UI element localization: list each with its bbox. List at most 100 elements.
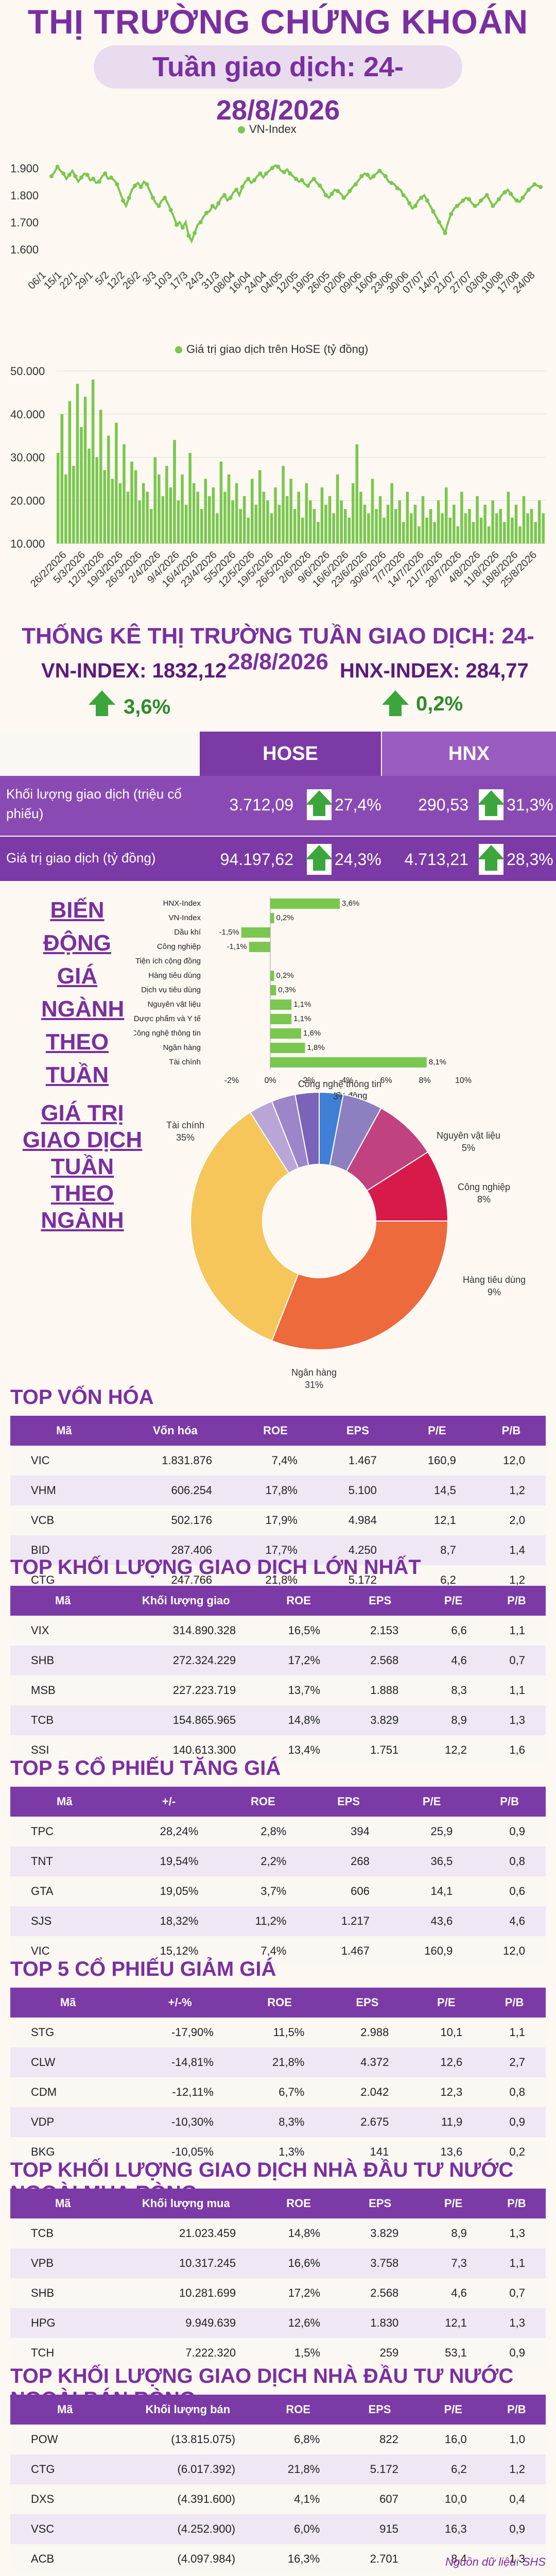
value-bar bbox=[406, 492, 409, 544]
table-cell: 14,1 bbox=[390, 1876, 474, 1906]
table-cell: 1,1 bbox=[483, 2018, 546, 2047]
vnindex-point bbox=[97, 179, 101, 184]
vnindex-point bbox=[353, 182, 358, 187]
value-bar bbox=[95, 457, 98, 544]
value-bar bbox=[522, 496, 526, 544]
column-header: ROE bbox=[233, 1416, 318, 1446]
value-bar bbox=[68, 401, 72, 544]
value-label: 3,6% bbox=[342, 899, 359, 908]
table-cell: 12,1 bbox=[397, 1505, 477, 1535]
value-legend: Giá trị giao dịch trên HoSE (tỷ đồng) bbox=[175, 343, 368, 356]
table-cell: 0,7 bbox=[487, 1646, 546, 1675]
table-cell: 2,2% bbox=[219, 1846, 307, 1876]
hnx-up-arrow-icon bbox=[382, 690, 409, 716]
value-bar bbox=[503, 522, 506, 544]
table-cell: 16,3 bbox=[419, 2514, 488, 2544]
value-bar bbox=[250, 479, 254, 544]
value-bar bbox=[448, 517, 452, 544]
table-cell: 21,8% bbox=[256, 2454, 341, 2484]
table-cell: 12,2 bbox=[419, 1735, 488, 1765]
value-bar bbox=[60, 414, 64, 544]
table-cell: CLW bbox=[10, 2047, 126, 2077]
column-header: Khối lượng giao bbox=[115, 1586, 257, 1616]
value-bar bbox=[464, 513, 467, 544]
value-bar bbox=[212, 487, 215, 544]
vnindex-point bbox=[276, 164, 281, 169]
value-bar bbox=[126, 492, 130, 544]
vnindex-point bbox=[133, 183, 137, 188]
table-cell: 5.172 bbox=[340, 2454, 419, 2484]
table-cell: 314.890.328 bbox=[115, 1616, 257, 1646]
table-cell: 160,9 bbox=[390, 1936, 474, 1966]
vnindex-point bbox=[270, 166, 274, 171]
table-cell: TNT bbox=[10, 1846, 119, 1876]
slice-value: 31% bbox=[305, 1380, 323, 1390]
category-label: Nguyên vật liệu bbox=[148, 1000, 201, 1009]
vnindex-point bbox=[359, 174, 364, 178]
table-cell: 6,6 bbox=[419, 1616, 488, 1646]
vnindex-point bbox=[496, 197, 501, 201]
value-label: 0,2% bbox=[276, 913, 294, 922]
vnindex-point bbox=[198, 220, 203, 225]
sector-change-title: BIẾN ĐỘNG GIÁ NGÀNH THEO TUẦN bbox=[41, 897, 125, 1088]
table-cell: 2.153 bbox=[341, 1616, 420, 1646]
vnindex-point bbox=[49, 174, 54, 178]
value-bar bbox=[514, 504, 518, 544]
table-cell: 2.675 bbox=[325, 2107, 410, 2137]
vnindex-point bbox=[300, 178, 304, 182]
table-cell: 3.829 bbox=[341, 2218, 420, 2248]
vnindex-point bbox=[520, 196, 525, 200]
table-row: DXS (4.391.600) 4,1% 607 10,0 0,4 bbox=[10, 2484, 546, 2514]
table-cell: 1,2 bbox=[487, 2454, 546, 2484]
vnindex-point bbox=[538, 185, 543, 189]
table-cell: 0,7 bbox=[487, 2278, 546, 2308]
pie-slice bbox=[294, 1091, 320, 1166]
column-header: ROE bbox=[219, 1787, 307, 1817]
table-cell: TCH bbox=[10, 2338, 116, 2368]
column-header: +/-% bbox=[126, 1988, 234, 2018]
value-bar bbox=[242, 496, 246, 544]
table-cell: -10,30% bbox=[126, 2107, 234, 2137]
table-cell: 140.613.300 bbox=[115, 1735, 257, 1765]
value-bar bbox=[491, 500, 494, 544]
vnindex-point bbox=[115, 182, 119, 187]
table-cell: 154.865.965 bbox=[115, 1705, 257, 1735]
value-bar bbox=[402, 522, 405, 544]
table-row: SJS 18,32% 11,2% 1.217 43,6 4,6 bbox=[10, 1906, 546, 1936]
table-cell: 12,1 bbox=[419, 2308, 488, 2338]
sector-bar bbox=[241, 927, 270, 938]
y-tick-label: 1.900 bbox=[10, 162, 39, 175]
table-row: CDM -12,11% 6,7% 2.042 12,3 0,8 bbox=[10, 2077, 546, 2107]
value-bar bbox=[158, 474, 161, 544]
table-row: VSC (4.252.900) 6,0% 915 16,3 0,9 bbox=[10, 2514, 546, 2544]
table-cell: 8,3% bbox=[234, 2107, 325, 2137]
table-cell: 1,3 bbox=[487, 2308, 546, 2338]
table-cell: -12,11% bbox=[126, 2077, 234, 2107]
sector-bar bbox=[270, 1043, 305, 1053]
column-header: Mã bbox=[10, 1988, 126, 2018]
table-row: BKG -10,05% 1,3% 141 13,6 0,2 bbox=[10, 2137, 546, 2167]
table-cell: 0,4 bbox=[487, 2484, 546, 2514]
table-cell: 7,4% bbox=[233, 1446, 318, 1476]
column-header: P/E bbox=[419, 2189, 488, 2218]
vnindex-point bbox=[67, 173, 72, 177]
table-cell: 21,8% bbox=[234, 2047, 325, 2077]
vnindex-point bbox=[210, 204, 215, 208]
value-bar bbox=[123, 444, 126, 544]
table-cell: 8,4 bbox=[419, 2544, 488, 2574]
data-table: Mã Khối lượng bán ROE EPS P/E P/B POW (13.815.0… bbox=[10, 2395, 546, 2574]
value-bar bbox=[266, 500, 269, 544]
column-header: P/B bbox=[487, 2395, 546, 2425]
vnindex-point bbox=[234, 188, 239, 192]
table-cell: 1,1 bbox=[487, 2248, 546, 2278]
slice-label: Hàng tiêu dùng bbox=[463, 1275, 526, 1285]
table-cell: 2,7 bbox=[483, 2047, 546, 2077]
table-cell: 7.222.320 bbox=[115, 2338, 257, 2368]
value-bar bbox=[149, 509, 153, 544]
value-bar bbox=[254, 504, 258, 544]
table-cell: CTG bbox=[10, 2454, 120, 2484]
table-row: TNT 19,54% 2,2% 268 36,5 0,8 bbox=[10, 1846, 546, 1876]
value-bar bbox=[530, 509, 533, 544]
table-cell: SHB bbox=[10, 2278, 116, 2308]
column-header: Khối lượng bán bbox=[119, 2395, 256, 2425]
